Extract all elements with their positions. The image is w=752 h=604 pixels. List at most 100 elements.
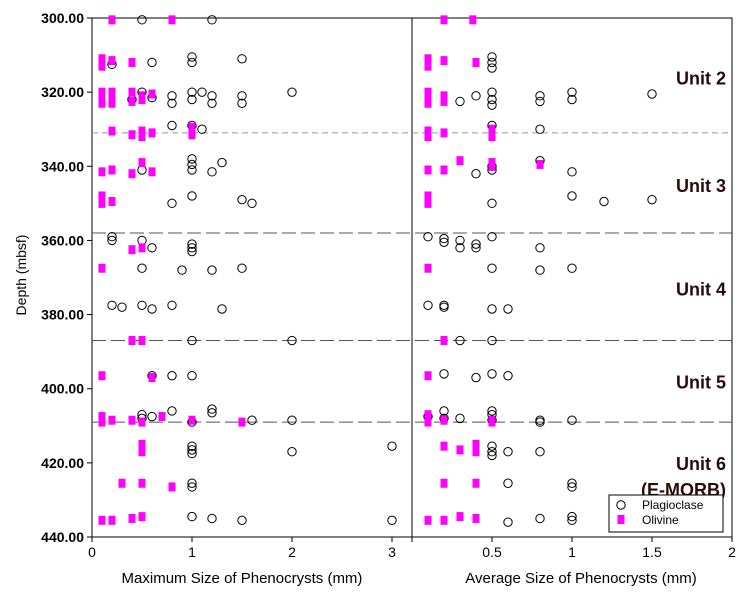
plagioclase-point-p1-44 xyxy=(107,300,117,311)
olivine-point-p2-36 xyxy=(488,417,496,427)
plagioclase-point-p2-37 xyxy=(439,300,449,311)
plagioclase-point-p1-20 xyxy=(167,120,177,131)
olivine-point-p2-18 xyxy=(440,165,448,175)
plagioclase-point-p1-5 xyxy=(187,57,197,68)
plagioclase-point-p2-0 xyxy=(487,52,497,62)
unit-label-2: Unit 3 xyxy=(676,176,726,196)
olivine-point-p2-21 xyxy=(488,161,496,171)
plagioclase-point-p1-34 xyxy=(107,235,117,246)
plagioclase-point-p1-47 xyxy=(147,304,157,314)
plagioclase-point-p2-6 xyxy=(487,94,497,105)
olivine-point-p1-7 xyxy=(98,93,106,103)
olivine-point-p2-32 xyxy=(456,445,464,455)
plagioclase-point-p2-4 xyxy=(471,91,481,101)
plagioclase-point-p2-45 xyxy=(487,369,497,379)
olivine-point-p2-4 xyxy=(440,56,448,66)
plagioclase-point-p2-20 xyxy=(487,198,497,209)
x-axis-label-left: Maximum Size of Phenocrysts (mm) xyxy=(122,570,363,587)
olivine-point-p2-43 xyxy=(472,513,480,523)
plagioclase-point-p1-15 xyxy=(207,91,217,101)
plagioclase-point-p2-15 xyxy=(471,169,481,179)
plagioclase-point-p2-26 xyxy=(439,237,449,247)
olivine-point-p2-24 xyxy=(424,198,432,208)
y-tick-label-6: 420.00 xyxy=(41,455,84,471)
panel-frames xyxy=(91,17,733,538)
plagioclase-point-p2-8 xyxy=(535,91,545,101)
olivine-point-p1-1 xyxy=(168,15,176,25)
plagioclase-point-p2-22 xyxy=(599,196,609,207)
olivine-point-p1-17 xyxy=(108,126,116,136)
plagioclase-point-p1-66 xyxy=(187,448,197,459)
plagioclase-point-p2-33 xyxy=(487,263,497,273)
olivine-point-p1-19 xyxy=(138,126,146,136)
olivine-point-p2-28 xyxy=(424,410,432,420)
plagioclase-point-p2-9 xyxy=(535,96,545,107)
olivine-point-p2-23 xyxy=(424,191,432,201)
olivine-point-p2-25 xyxy=(424,263,432,273)
plagioclase-point-p2-55 xyxy=(535,417,545,427)
olivine-point-p2-31 xyxy=(440,415,448,425)
plagioclase-point-p1-24 xyxy=(187,154,197,164)
plagioclase-point-p2-62 xyxy=(503,478,513,488)
plagioclase-point-p2-21 xyxy=(567,191,577,201)
olivine-point-p2-0 xyxy=(440,15,448,25)
olivine-point-p1-57 xyxy=(138,512,146,522)
olivine-point-p1-6 xyxy=(98,87,106,97)
x-tick-label-p1-3: 3 xyxy=(388,544,396,560)
plagioclase-point-p1-70 xyxy=(187,482,197,492)
plagioclase-point-p2-58 xyxy=(487,447,497,457)
plagioclase-point-p2-36 xyxy=(423,300,433,311)
plagioclase-point-p1-1 xyxy=(207,15,217,25)
plagioclase-point-p2-7 xyxy=(487,100,497,110)
plagioclase-point-p2-56 xyxy=(567,415,577,425)
olivine-point-p2-33 xyxy=(472,439,480,449)
plagioclase-point-p2-50 xyxy=(455,413,465,424)
unit-label-4: Unit 5 xyxy=(676,372,726,392)
x-tick-label-p2-2: 1 xyxy=(568,544,576,560)
plagioclase-point-p2-42 xyxy=(487,335,497,346)
plagioclase-point-p1-26 xyxy=(187,165,197,175)
plagioclase-point-p2-14 xyxy=(535,124,545,134)
olivine-point-p2-16 xyxy=(488,132,496,142)
x-tick-label-p2-4: 2 xyxy=(728,544,736,560)
x-axis-label-right: Average Size of Phenocrysts (mm) xyxy=(465,570,696,587)
olivine-point-p1-4 xyxy=(108,56,116,66)
olivine-point-p2-5 xyxy=(472,57,480,67)
olivine-point-p1-11 xyxy=(108,98,116,108)
olivine-point-p2-6 xyxy=(424,87,432,97)
plagioclase-point-p1-61 xyxy=(207,408,217,418)
x-tick-label-p2-3: 1.5 xyxy=(642,544,662,560)
olivine-point-p1-52 xyxy=(138,478,146,488)
olivine-point-p1-51 xyxy=(118,478,126,488)
olivine-point-p1-25 xyxy=(98,167,106,177)
olivine-point-p1-34 xyxy=(138,243,146,253)
olivine-point-p1-0 xyxy=(108,15,116,25)
olivine-point-p1-33 xyxy=(128,245,136,255)
olivine-point-p1-37 xyxy=(138,336,146,346)
plagioclase-point-p1-65 xyxy=(187,445,197,455)
plagioclase-point-p2-59 xyxy=(487,450,497,461)
plagioclase-point-p1-51 xyxy=(287,335,297,346)
plagioclase-point-p1-50 xyxy=(187,335,197,346)
plagioclase-point-p2-23 xyxy=(647,194,657,205)
plagioclase-point-p2-3 xyxy=(455,96,465,107)
olivine-point-p1-46 xyxy=(188,415,196,425)
plagioclase-point-p1-58 xyxy=(167,406,177,416)
plagioclase-point-p2-39 xyxy=(487,304,497,314)
plagioclase-point-p2-34 xyxy=(535,265,545,275)
legend-olivine-marker xyxy=(617,515,625,524)
olivine-point-p1-3 xyxy=(98,61,106,71)
x-tick-label-p1-2: 2 xyxy=(288,544,296,560)
plagioclase-point-p1-53 xyxy=(167,371,177,381)
plagioclase-point-p2-64 xyxy=(567,482,577,492)
plagioclase-point-p1-0 xyxy=(137,15,147,25)
unit-boundaries xyxy=(92,132,732,423)
olivine-point-p1-29 xyxy=(148,167,156,177)
legend-plagioclase-marker xyxy=(616,500,626,510)
y-tick-label-4: 380.00 xyxy=(41,307,84,323)
olivine-point-p1-5 xyxy=(128,57,136,67)
plagioclase-point-p1-28 xyxy=(217,157,227,168)
plagioclase-point-p1-10 xyxy=(167,91,177,101)
plagioclase-point-p1-14 xyxy=(197,87,207,97)
